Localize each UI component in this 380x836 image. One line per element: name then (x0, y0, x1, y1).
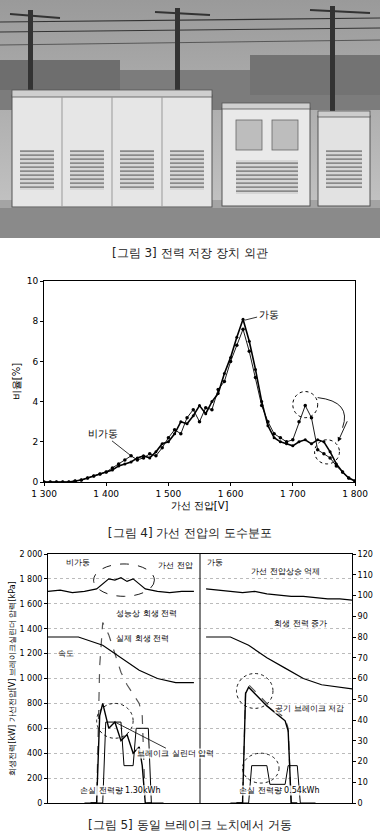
svg-text:1 400: 1 400 (19, 625, 42, 634)
svg-text:1 200: 1 200 (19, 649, 42, 658)
svg-text:60: 60 (358, 674, 368, 683)
svg-text:4: 4 (32, 397, 38, 407)
svg-text:80: 80 (358, 633, 368, 642)
svg-text:1 300: 1 300 (31, 489, 57, 499)
svg-text:0: 0 (358, 799, 363, 808)
svg-text:손실 전력량 1.30kWh: 손실 전력량 1.30kWh (80, 786, 161, 795)
svg-text:속도: 속도 (58, 649, 74, 658)
svg-text:600: 600 (27, 724, 42, 733)
svg-text:400: 400 (27, 749, 42, 758)
svg-text:회생전력[kW] 가선전압[V] 브레이크실린더 압력[kP: 회생전력[kW] 가선전압[V] 브레이크실린더 압력[kPa] (8, 581, 17, 775)
svg-text:40: 40 (358, 716, 368, 725)
svg-text:90: 90 (358, 612, 368, 621)
svg-text:비가동: 비가동 (88, 428, 118, 439)
svg-text:가선 전압[V]: 가선 전압[V] (171, 500, 229, 511)
svg-text:1 400: 1 400 (93, 489, 119, 499)
svg-text:50: 50 (358, 695, 368, 704)
svg-text:성능상 회생 전력: 성능상 회생 전력 (116, 609, 177, 618)
svg-text:공기 브레이크 저감: 공기 브레이크 저감 (275, 704, 344, 713)
svg-text:120: 120 (358, 550, 373, 559)
svg-text:30: 30 (358, 737, 368, 746)
svg-text:10: 10 (27, 276, 39, 286)
svg-text:800: 800 (27, 699, 42, 708)
svg-text:1 000: 1 000 (19, 674, 42, 683)
svg-text:70: 70 (358, 654, 368, 663)
svg-text:가동: 가동 (207, 558, 223, 567)
svg-text:8: 8 (32, 316, 38, 326)
svg-text:2: 2 (32, 437, 38, 447)
svg-text:0: 0 (37, 799, 42, 808)
svg-text:110: 110 (358, 571, 373, 580)
html-text:[그림 4] 가선 전압의 도수분포: [그림 4] 가선 전압의 도수분포 (107, 526, 273, 540)
svg-text:200: 200 (27, 774, 42, 783)
svg-text:가동: 가동 (259, 309, 279, 320)
svg-text:가선 전압: 가선 전압 (158, 561, 193, 570)
svg-text:가선 전압상승 억제: 가선 전압상승 억제 (251, 567, 320, 576)
html-text:[그림 3] 전력 저장 장치 외관: [그림 3] 전력 저장 장치 외관 (112, 246, 268, 260)
svg-text:1 800: 1 800 (342, 489, 368, 499)
svg-text:비가동: 비가동 (66, 558, 90, 567)
svg-text:2 000: 2 000 (19, 550, 42, 559)
svg-text:20: 20 (358, 757, 368, 766)
svg-text:1 700: 1 700 (280, 489, 306, 499)
svg-text:10: 10 (358, 778, 368, 787)
svg-text:100: 100 (358, 591, 373, 600)
svg-text:실제 회생 전력: 실제 회생 전력 (116, 634, 169, 643)
svg-text:1 500: 1 500 (156, 489, 182, 499)
svg-text:브레이크 실린더 압력: 브레이크 실린더 압력 (137, 749, 214, 758)
html-text:[그림 5] 동일 브레이크 노치에서 거동: [그림 5] 동일 브레이크 노치에서 거동 (88, 818, 292, 832)
svg-text:1 600: 1 600 (218, 489, 244, 499)
svg-text:1 600: 1 600 (19, 600, 42, 609)
svg-text:0: 0 (32, 477, 38, 487)
svg-text:손실 전력량 0.54kWh: 손실 전력량 0.54kWh (239, 786, 320, 795)
svg-text:회생 전력 증가: 회생 전력 증가 (274, 619, 327, 628)
svg-text:1 800: 1 800 (19, 575, 42, 584)
svg-text:6: 6 (32, 357, 38, 367)
svg-text:비율[%]: 비율[%] (11, 363, 22, 400)
